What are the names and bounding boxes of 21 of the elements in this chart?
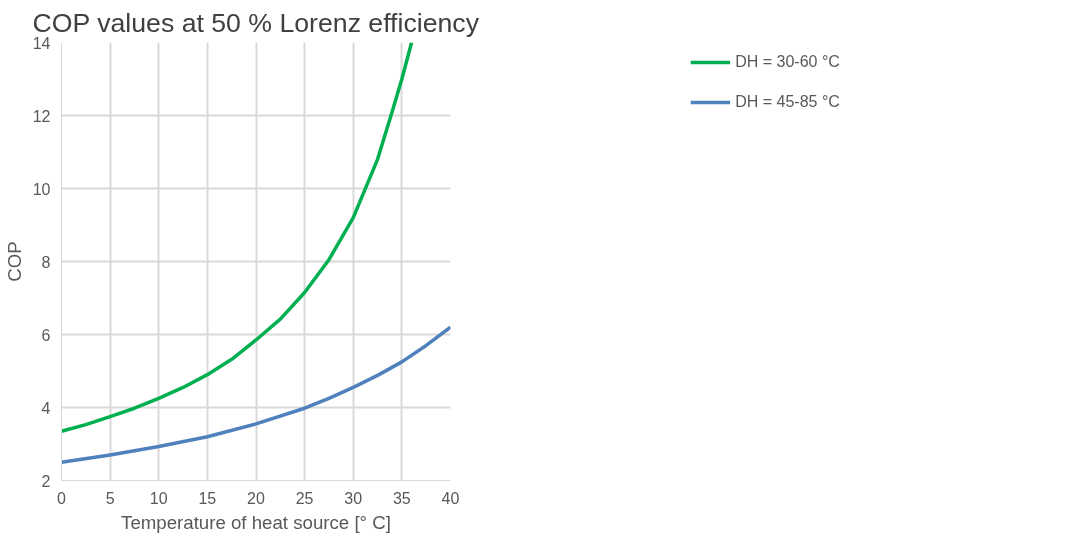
legend-label: DH = 45-85 °C [735,93,840,111]
x-tick-label: 25 [295,489,314,507]
y-tick-label: 6 [41,326,51,344]
x-tick-label: 0 [57,489,67,507]
line-series [61,42,414,433]
x-tick-label: 30 [344,489,363,507]
x-tick-label: 15 [198,489,217,507]
y-tick-label: 10 [32,180,51,198]
legend-label: DH = 30-60 °C [735,53,840,71]
line-series [61,325,451,464]
x-tick-label: 5 [105,489,115,507]
y-tick-label: 8 [41,253,51,271]
y-tick-label: 12 [32,107,51,125]
x-tick-label: 40 [441,489,460,507]
x-tick-label: 35 [392,489,411,507]
y-axis-title: COP [3,241,25,282]
y-tick-label: 2 [41,472,51,490]
x-axis-title: Temperature of heat source [° C] [121,511,391,533]
x-tick-label: 20 [247,489,265,507]
x-tick-label: 10 [149,489,168,507]
y-tick-label: 4 [41,399,51,417]
